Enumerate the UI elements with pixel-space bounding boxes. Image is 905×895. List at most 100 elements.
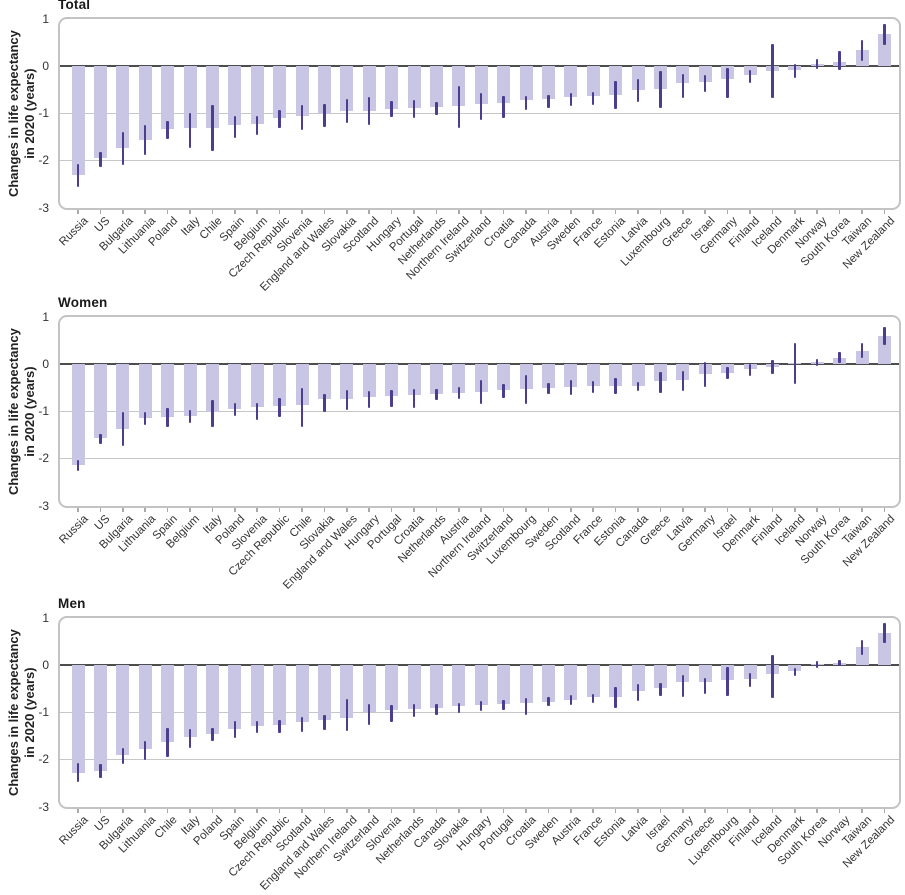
x-axis-label: Latvia [665,513,696,544]
bar [250,364,264,408]
plot-area-women [58,315,901,508]
error-bar [681,74,685,99]
plot-area-total [58,17,901,210]
x-tick [211,508,214,512]
gridline [60,113,899,114]
error-bar [793,63,797,78]
x-tick [346,210,348,214]
x-axis-label: Slovenia [230,513,270,553]
x-axis-label: Hungary [454,814,494,854]
x-axis-label: US [93,814,113,834]
x-axis-label: Iceland [750,814,785,849]
bar [877,632,891,666]
error-bar [860,40,864,61]
error-bar [591,92,595,106]
x-axis-label: Estonia [592,814,629,850]
bar [138,665,152,749]
x-axis-label: Scotland [341,215,382,256]
error-bar [524,374,528,405]
x-axis-label: Sweden [545,215,584,253]
x-axis-label: Latvia [620,215,651,246]
error-bar [479,93,483,121]
x-tick [771,809,774,813]
error-bar [838,659,841,667]
x-axis-label: Russia [57,814,91,848]
x-axis-label: Norway [816,814,853,851]
x-tick [614,508,617,512]
x-axis-label: Bulgaria [96,513,136,552]
chart-panel-women: Women Changes in life expectancy in 2020… [0,295,905,594]
bar [205,364,219,412]
error-bar [188,729,192,749]
x-tick [771,508,774,512]
x-axis-label: New Zealand [840,814,897,871]
x-tick [122,809,124,813]
error-bar [99,152,102,168]
x-axis-label: Norway [793,513,830,550]
x-tick [570,809,572,813]
bar [116,665,130,756]
chart-title-total: Total [58,0,91,12]
y-tick-labels: 1 0 -1 -2 -3 [0,611,54,814]
bar [519,665,533,704]
x-tick [346,508,348,512]
error-bar [211,104,214,152]
bar [609,364,623,386]
error-bar [502,699,505,710]
x-tick [77,809,79,813]
x-tick [480,809,482,813]
x-tick [211,809,214,813]
x-axis-label: Hungary [342,513,382,553]
x-tick [749,210,751,214]
y-tick-label: -2 [38,752,49,767]
x-tick [659,210,662,214]
x-axis-label: Netherlands [396,513,449,566]
bar [362,66,376,111]
x-tick [99,809,102,813]
y-tick-label: -3 [38,799,49,814]
x-axis-label: Spain [150,513,181,543]
chart-panel-total: Total Changes in life expectancy in 2020… [0,0,905,296]
x-tick [637,210,639,214]
error-bar [457,386,461,399]
x-axis-label: Israel [644,814,673,843]
x-tick [704,210,706,214]
error-bar [166,728,169,758]
y-tick-label: -1 [38,404,49,418]
x-axis-label: Chile [153,814,181,842]
x-axis-label: Slovenia [274,215,315,255]
error-bar [278,397,281,417]
x-axis-label: Greece [637,513,673,549]
x-tick [368,210,370,214]
bar [183,665,197,738]
x-axis-label: Germany [653,814,696,856]
x-axis-label: US [93,215,113,235]
y-tick-label: -3 [38,498,49,513]
x-tick [144,809,146,813]
x-axis-label: Iceland [772,513,808,548]
x-tick [435,809,438,813]
x-tick [323,809,326,813]
x-tick [390,508,393,512]
gridline [60,759,899,761]
x-tick [323,210,326,214]
x-axis-label: Croatia [481,215,517,250]
x-tick [368,809,370,813]
x-axis-label: Slovakia [297,513,337,553]
x-axis-label: Greece [660,215,696,251]
error-bar [748,69,752,84]
chart-panel-men: Men Changes in life expectancy in 2020 (… [0,596,905,895]
error-bar [748,673,752,687]
x-axis-label: Luxembourg [686,814,741,868]
x-tick [659,809,662,813]
x-axis-label: South Korea [798,513,853,567]
x-tick [883,508,886,512]
x-axis-label: Switzerland [465,513,517,564]
error-bar [166,407,169,427]
error-bar [838,51,841,70]
error-bar [233,721,237,739]
x-tick [413,210,415,214]
x-tick [256,809,258,813]
error-bar [390,390,393,407]
y-tick-label: 0 [42,657,49,672]
